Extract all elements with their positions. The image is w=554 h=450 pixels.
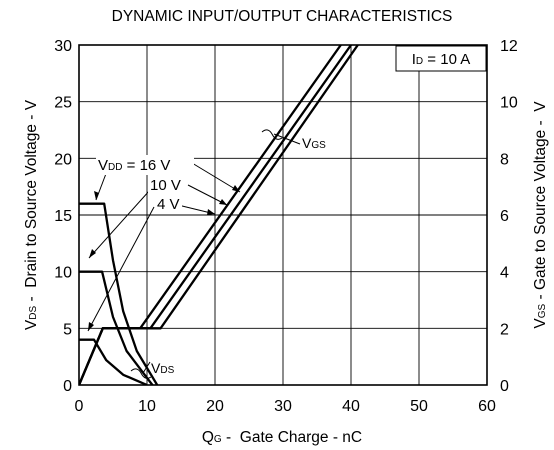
y-right-tick-label: 10: [500, 95, 518, 112]
arrowhead-16v: [232, 185, 240, 192]
y-right-tick-label: 12: [500, 38, 518, 55]
x-tick-label: 50: [410, 398, 428, 415]
y-right-tick-label: 8: [500, 151, 509, 168]
y-left-tick-label: 10: [54, 265, 72, 282]
vgs-brace: [261, 129, 283, 140]
plot-frame: [78, 44, 488, 386]
series-lines: [79, 45, 359, 385]
condition-label: ID = 10 A: [412, 51, 471, 68]
x-axis-label: QG - Gate Charge - nC: [202, 429, 362, 446]
vdd-4v-backdrop: [156, 194, 182, 212]
vdd-pointer-4v: [87, 206, 155, 332]
vds-line-10v: [79, 270, 154, 385]
y-left-tick-label: 25: [54, 95, 72, 112]
vdd-16v-label: VDD = 16 V: [98, 157, 170, 174]
grid: [78, 44, 488, 386]
y-right-tick-label: 0: [500, 378, 509, 395]
x-tick-label: 10: [138, 398, 156, 415]
y-right-axis-label: VGS - Gate to Source Voltage - V: [532, 101, 549, 329]
arrowhead-vdd16-left: [94, 191, 99, 200]
y-left-tick-label: 15: [54, 208, 72, 225]
annotation-arrowheads: [88, 185, 240, 331]
y-left-axis-label: VDS - Drain to Source Voltage - V: [23, 99, 40, 330]
vds-curve-label: VDS: [151, 360, 175, 376]
vds-line-16v: [79, 202, 159, 385]
x-tick-label: 40: [342, 398, 360, 415]
y-right-tick-label: 4: [500, 265, 509, 282]
vdd-10v-label: 10 V: [150, 177, 181, 194]
arrowhead-vdd10-left: [89, 249, 96, 258]
vdd-pointer-10v: [88, 189, 151, 259]
y-left-tick-label: 20: [54, 151, 72, 168]
x-tick-label: 0: [75, 398, 84, 415]
vdd-10v-backdrop: [148, 175, 186, 193]
vdd-4v-label: 4 V: [157, 196, 180, 213]
arrowhead-4v: [207, 209, 215, 215]
condition-box: [395, 45, 487, 72]
vgs-line-4v: [79, 45, 342, 385]
vds-brace: [130, 368, 152, 379]
vgs-curve-label: VGS: [302, 135, 326, 151]
x-tick-label: 60: [478, 398, 496, 415]
vds-leader: [142, 361, 151, 374]
vds-line-4v: [79, 338, 148, 385]
x-tick-labels: 0 10 20 30 40 50 60: [75, 398, 496, 415]
y-left-tick-label: 5: [63, 321, 72, 338]
vdd-arrow-16v: [191, 162, 241, 193]
y-left-tick-label: 30: [54, 38, 72, 55]
y-right-tick-labels: 0 2 4 6 8 10 12: [500, 38, 518, 395]
y-left-tick-labels: 0 5 10 15 20 25 30: [54, 38, 72, 395]
x-tick-label: 30: [274, 398, 292, 415]
y-right-tick-label: 2: [500, 321, 509, 338]
vdd-label-backdrop: [96, 155, 194, 175]
vgs-leader: [273, 133, 301, 145]
arrowhead-vdd4-left: [88, 322, 94, 331]
chart-title: DYNAMIC INPUT/OUTPUT CHARACTERISTICS: [112, 8, 453, 25]
arrowhead-10v: [219, 199, 227, 205]
y-right-tick-label: 6: [500, 208, 509, 225]
y-left-tick-label: 0: [63, 378, 72, 395]
x-tick-label: 20: [206, 398, 224, 415]
